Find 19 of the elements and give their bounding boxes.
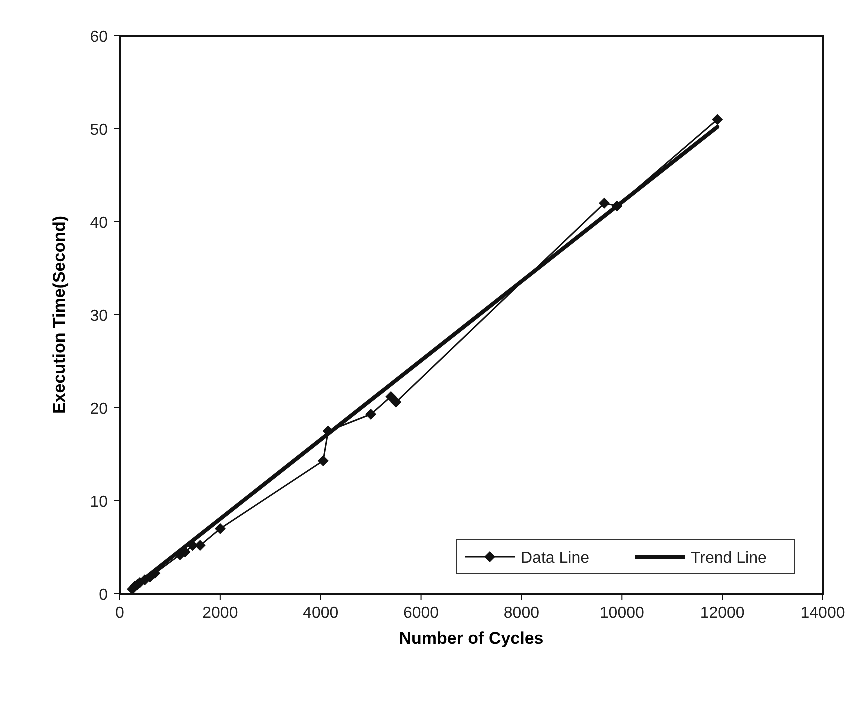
y-tick-label: 50 [90,122,108,139]
legend-label: Trend Line [691,550,767,567]
y-tick-label: 10 [90,494,108,511]
legend-label: Data Line [521,550,590,567]
y-tick-label: 30 [90,308,108,325]
x-tick-label: 14000 [800,605,846,622]
x-axis-title: Number of Cycles [399,629,544,648]
x-tick-label: 2000 [202,605,238,622]
x-tick-label: 0 [116,605,125,622]
y-tick-label: 60 [90,29,108,46]
y-tick-label: 40 [90,215,108,232]
x-tick-label: 12000 [700,605,745,622]
y-axis-title: Execution Time(Second) [50,216,69,414]
x-tick-label: 6000 [403,605,440,622]
x-tick-label: 10000 [600,605,644,622]
y-tick-label: 0 [99,587,108,604]
x-tick-label: 4000 [303,605,339,622]
y-tick-label: 20 [90,401,108,418]
x-tick-label: 8000 [504,605,540,622]
